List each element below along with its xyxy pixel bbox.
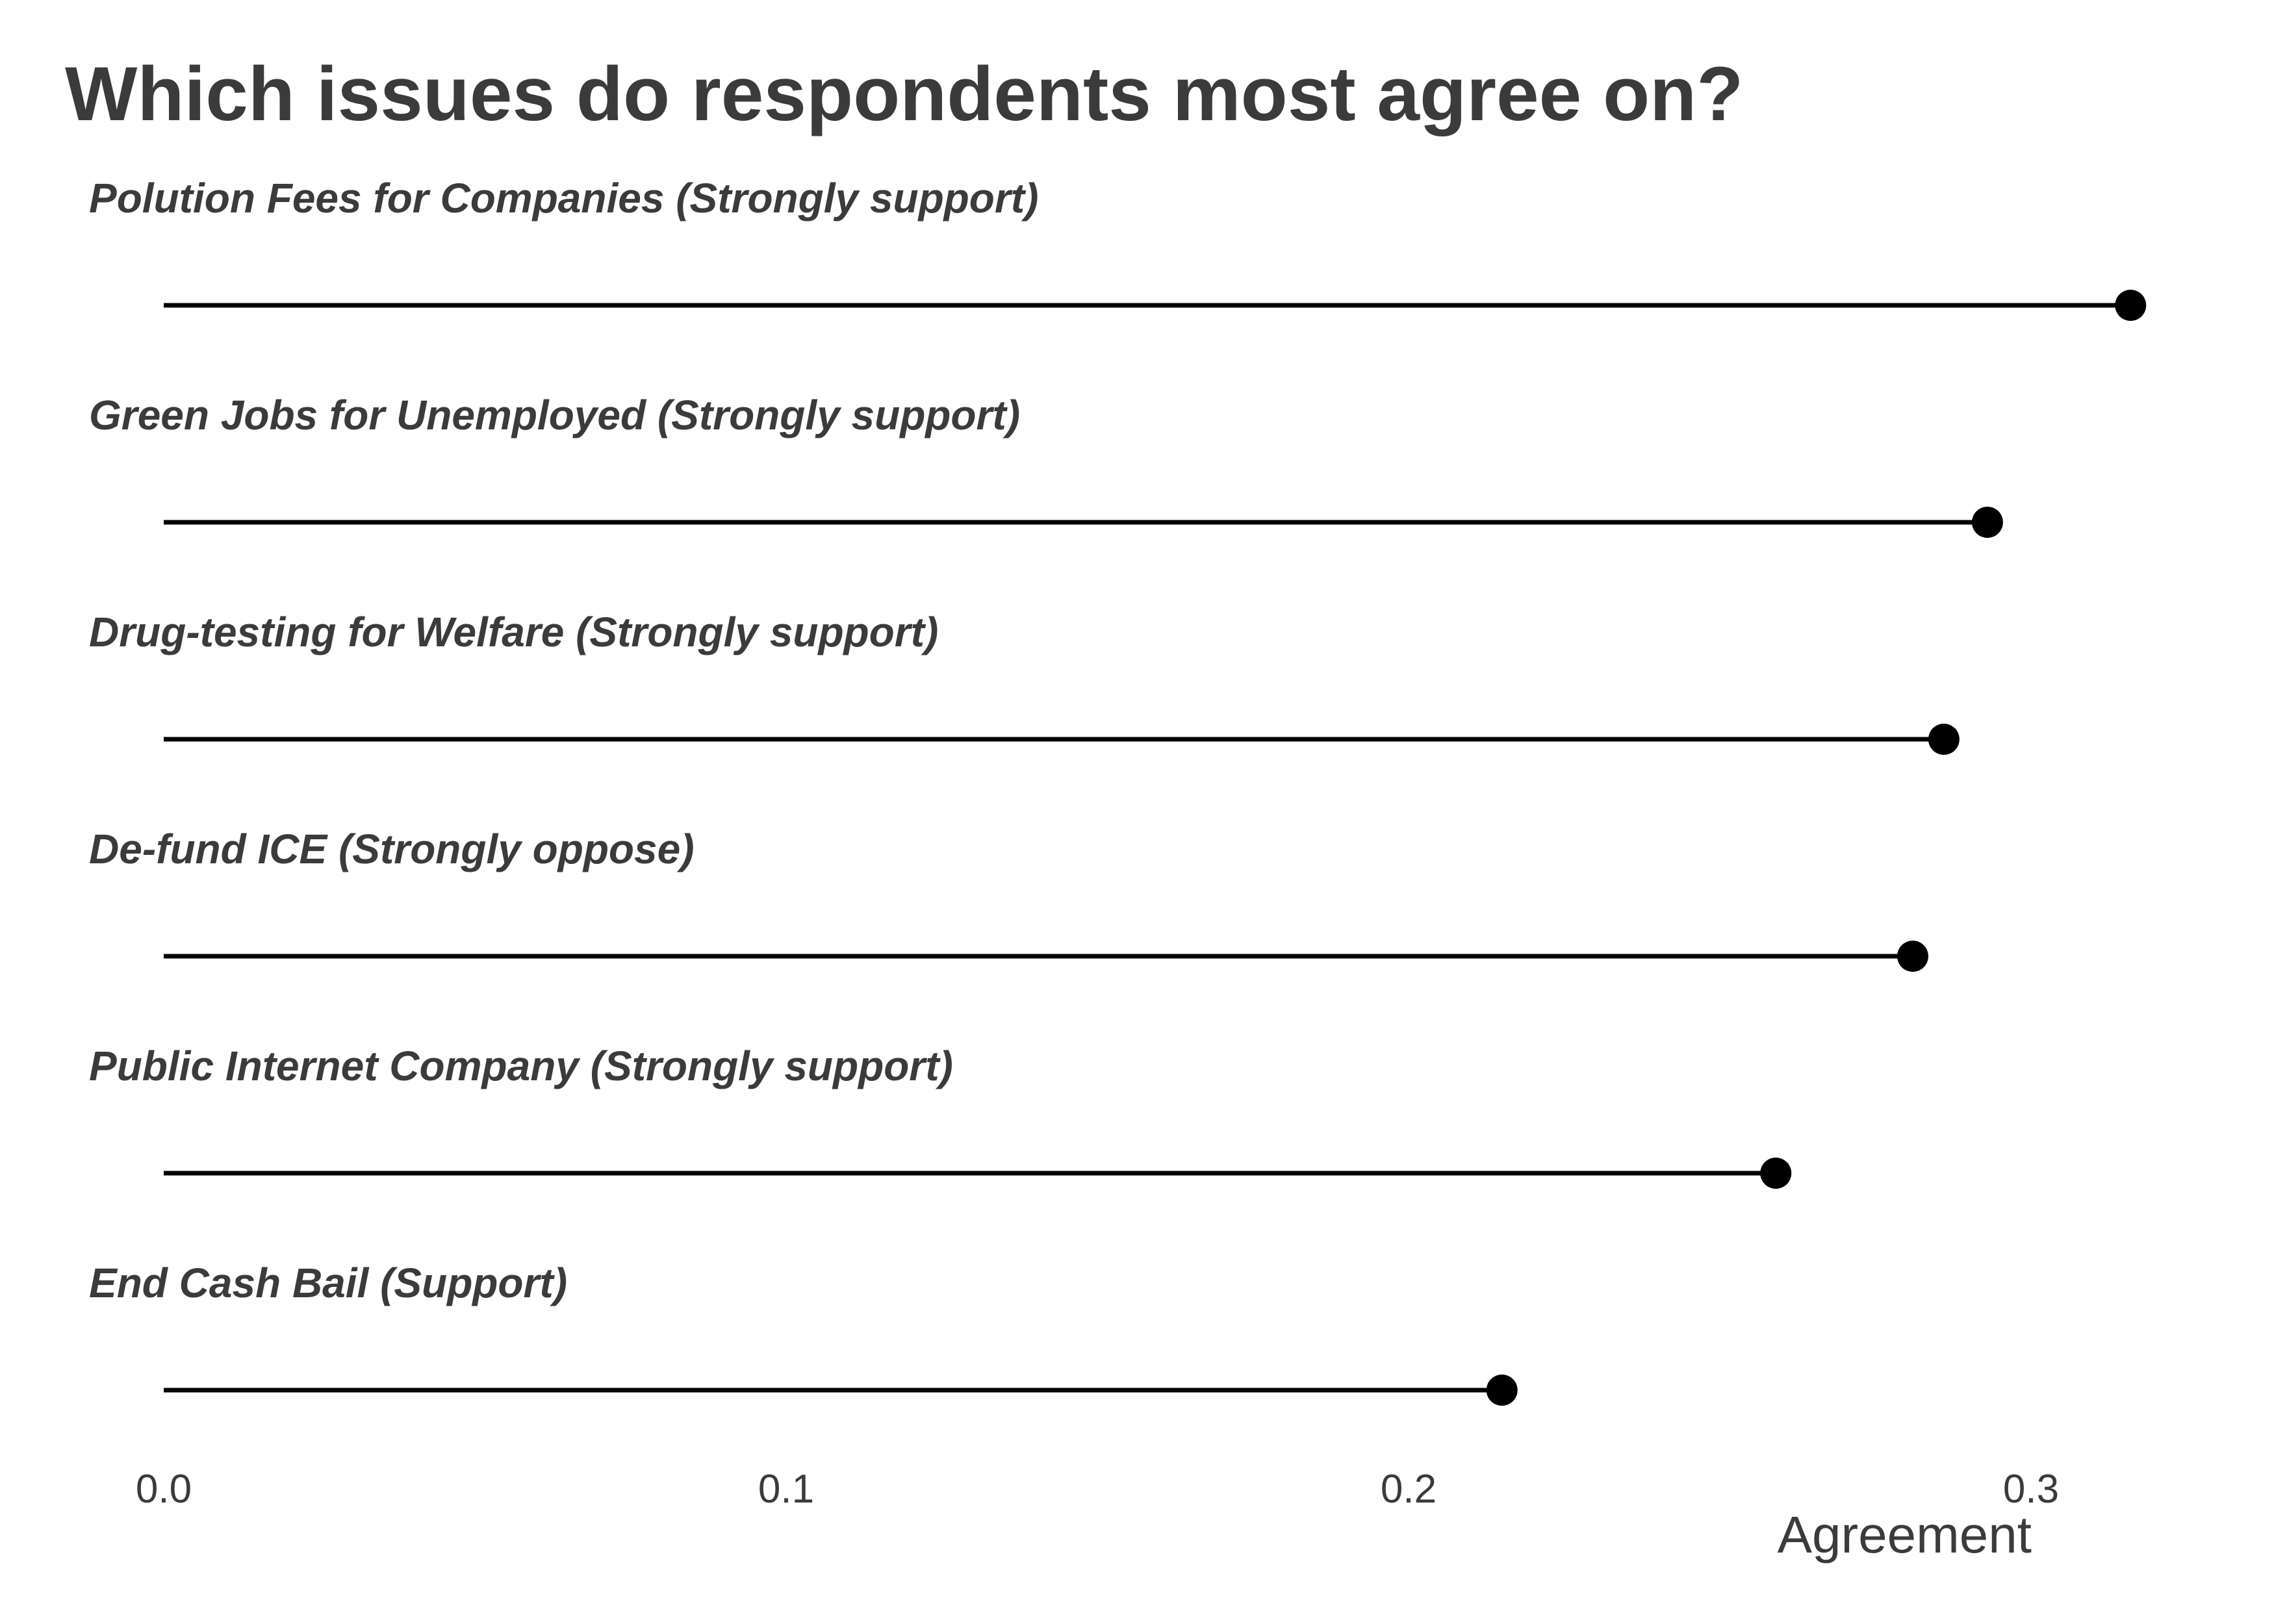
lollipop-point bbox=[1971, 507, 2003, 538]
lollipop-point bbox=[2115, 290, 2147, 321]
x-axis-title: Agreement bbox=[1778, 1506, 2032, 1564]
x-tick-label: 0.2 bbox=[1381, 1467, 1437, 1512]
lollipop-point bbox=[1486, 1375, 1518, 1406]
category-label: End Cash Bail (Support) bbox=[89, 1260, 567, 1306]
category-label: Drug-testing for Welfare (Strongly suppo… bbox=[89, 609, 938, 655]
lollipop-point bbox=[1760, 1158, 1792, 1189]
lollipop-point bbox=[1928, 724, 1960, 755]
category-label: Polution Fees for Companies (Strongly su… bbox=[89, 175, 1038, 222]
x-tick-label: 0.3 bbox=[2003, 1467, 2059, 1512]
category-label: Green Jobs for Unemployed (Strongly supp… bbox=[89, 392, 1020, 438]
chart-title: Which issues do respondents most agree o… bbox=[65, 51, 1743, 137]
chart-marks: Polution Fees for Companies (Strongly su… bbox=[89, 175, 2147, 1406]
category-label: Public Internet Company (Strongly suppor… bbox=[89, 1043, 953, 1089]
lollipop-point bbox=[1897, 941, 1928, 972]
x-tick-label: 0.1 bbox=[758, 1467, 814, 1512]
category-label: De-fund ICE (Strongly oppose) bbox=[89, 826, 695, 872]
x-axis-ticks: 0.0 0.1 0.2 0.3 bbox=[136, 1467, 2059, 1512]
x-tick-label: 0.0 bbox=[136, 1467, 192, 1512]
